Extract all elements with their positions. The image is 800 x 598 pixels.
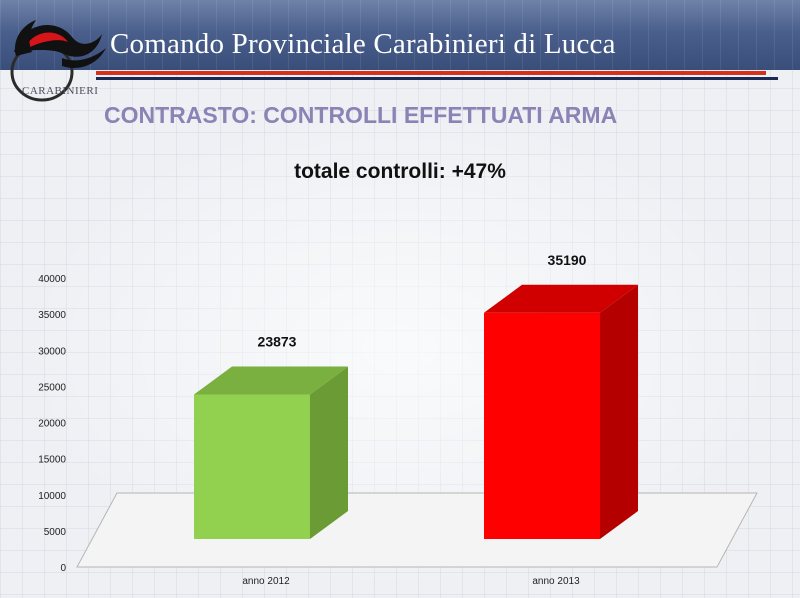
- y-tick-label: 0: [60, 563, 66, 574]
- carabinieri-flame-emblem-icon: [10, 20, 106, 102]
- y-tick-label: 25000: [38, 382, 66, 393]
- y-tick-label: 5000: [44, 527, 67, 538]
- bar-1: [194, 366, 348, 539]
- data-label: 23873: [258, 334, 297, 350]
- logo-text: CARABINIERI: [22, 85, 99, 97]
- bar-side: [310, 366, 348, 539]
- chart-floor: [76, 492, 758, 568]
- bar-front: [484, 312, 600, 539]
- x-category-label: anno 2013: [532, 576, 580, 587]
- y-tick-label: 15000: [38, 455, 66, 466]
- header-stripe-red: [96, 71, 766, 75]
- header-band: [0, 0, 800, 70]
- data-label: 35190: [548, 252, 587, 268]
- y-tick-label: 30000: [38, 346, 66, 357]
- bar-2: [484, 284, 638, 539]
- header-stripe-navy: [96, 77, 778, 80]
- bar-top: [484, 284, 638, 313]
- y-tick-label: 10000: [38, 491, 66, 502]
- chart-title: totale controlli: +47%: [294, 160, 506, 183]
- y-tick-label: 20000: [38, 419, 66, 430]
- bar-front: [194, 394, 310, 539]
- y-tick-label: 35000: [38, 310, 66, 321]
- page-title: Comando Provinciale Carabinieri di Lucca: [110, 28, 616, 60]
- bar-side: [600, 284, 638, 539]
- x-category-label: anno 2012: [242, 576, 290, 587]
- y-tick-label: 40000: [38, 274, 66, 285]
- bar-top: [194, 366, 348, 395]
- slide-subtitle: CONTRASTO: CONTROLLI EFFETTUATI ARMA: [104, 102, 618, 128]
